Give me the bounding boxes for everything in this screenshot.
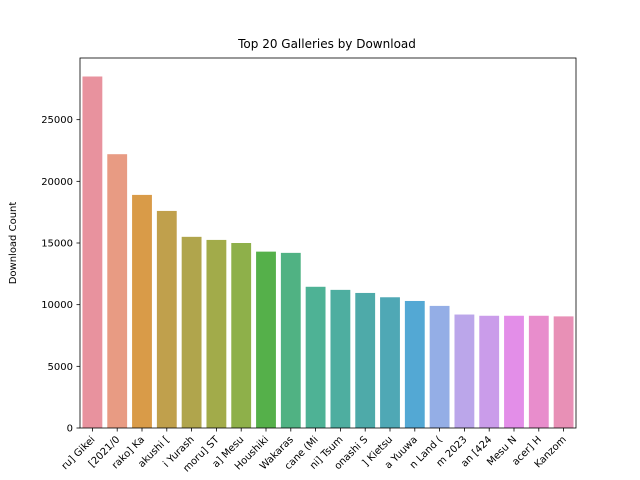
- y-tick-label: 20000: [41, 177, 73, 188]
- bar: [355, 292, 376, 428]
- bar: [479, 315, 500, 428]
- bar: [305, 286, 326, 428]
- bar: [553, 316, 574, 428]
- y-tick-label: 25000: [41, 115, 73, 126]
- bar: [330, 289, 351, 428]
- plot-frame: [79, 57, 577, 429]
- y-tick-label: 0: [67, 424, 73, 435]
- bar: [504, 315, 524, 428]
- bar: [454, 314, 475, 428]
- y-axis-label: Download Count: [8, 202, 19, 285]
- y-tick-label: 15000: [41, 239, 73, 250]
- bar: [280, 252, 301, 428]
- bar: [181, 236, 202, 428]
- bar: [107, 154, 128, 428]
- y-tick-label: 10000: [41, 300, 73, 311]
- bar: [380, 297, 400, 428]
- bar: [156, 210, 177, 428]
- bar: [231, 243, 252, 428]
- chart-title: Top 20 Galleries by Download: [237, 37, 416, 51]
- bar: [132, 194, 152, 428]
- bar: [256, 251, 276, 428]
- bar: [206, 239, 227, 428]
- bar: [82, 76, 103, 428]
- y-tick-label: 5000: [48, 362, 73, 373]
- bar: [528, 315, 549, 428]
- y-axis: 0 5000 10000 15000 20000 25000: [41, 115, 80, 435]
- bars-group: [82, 76, 574, 428]
- bar: [429, 305, 450, 428]
- bar: [404, 300, 425, 428]
